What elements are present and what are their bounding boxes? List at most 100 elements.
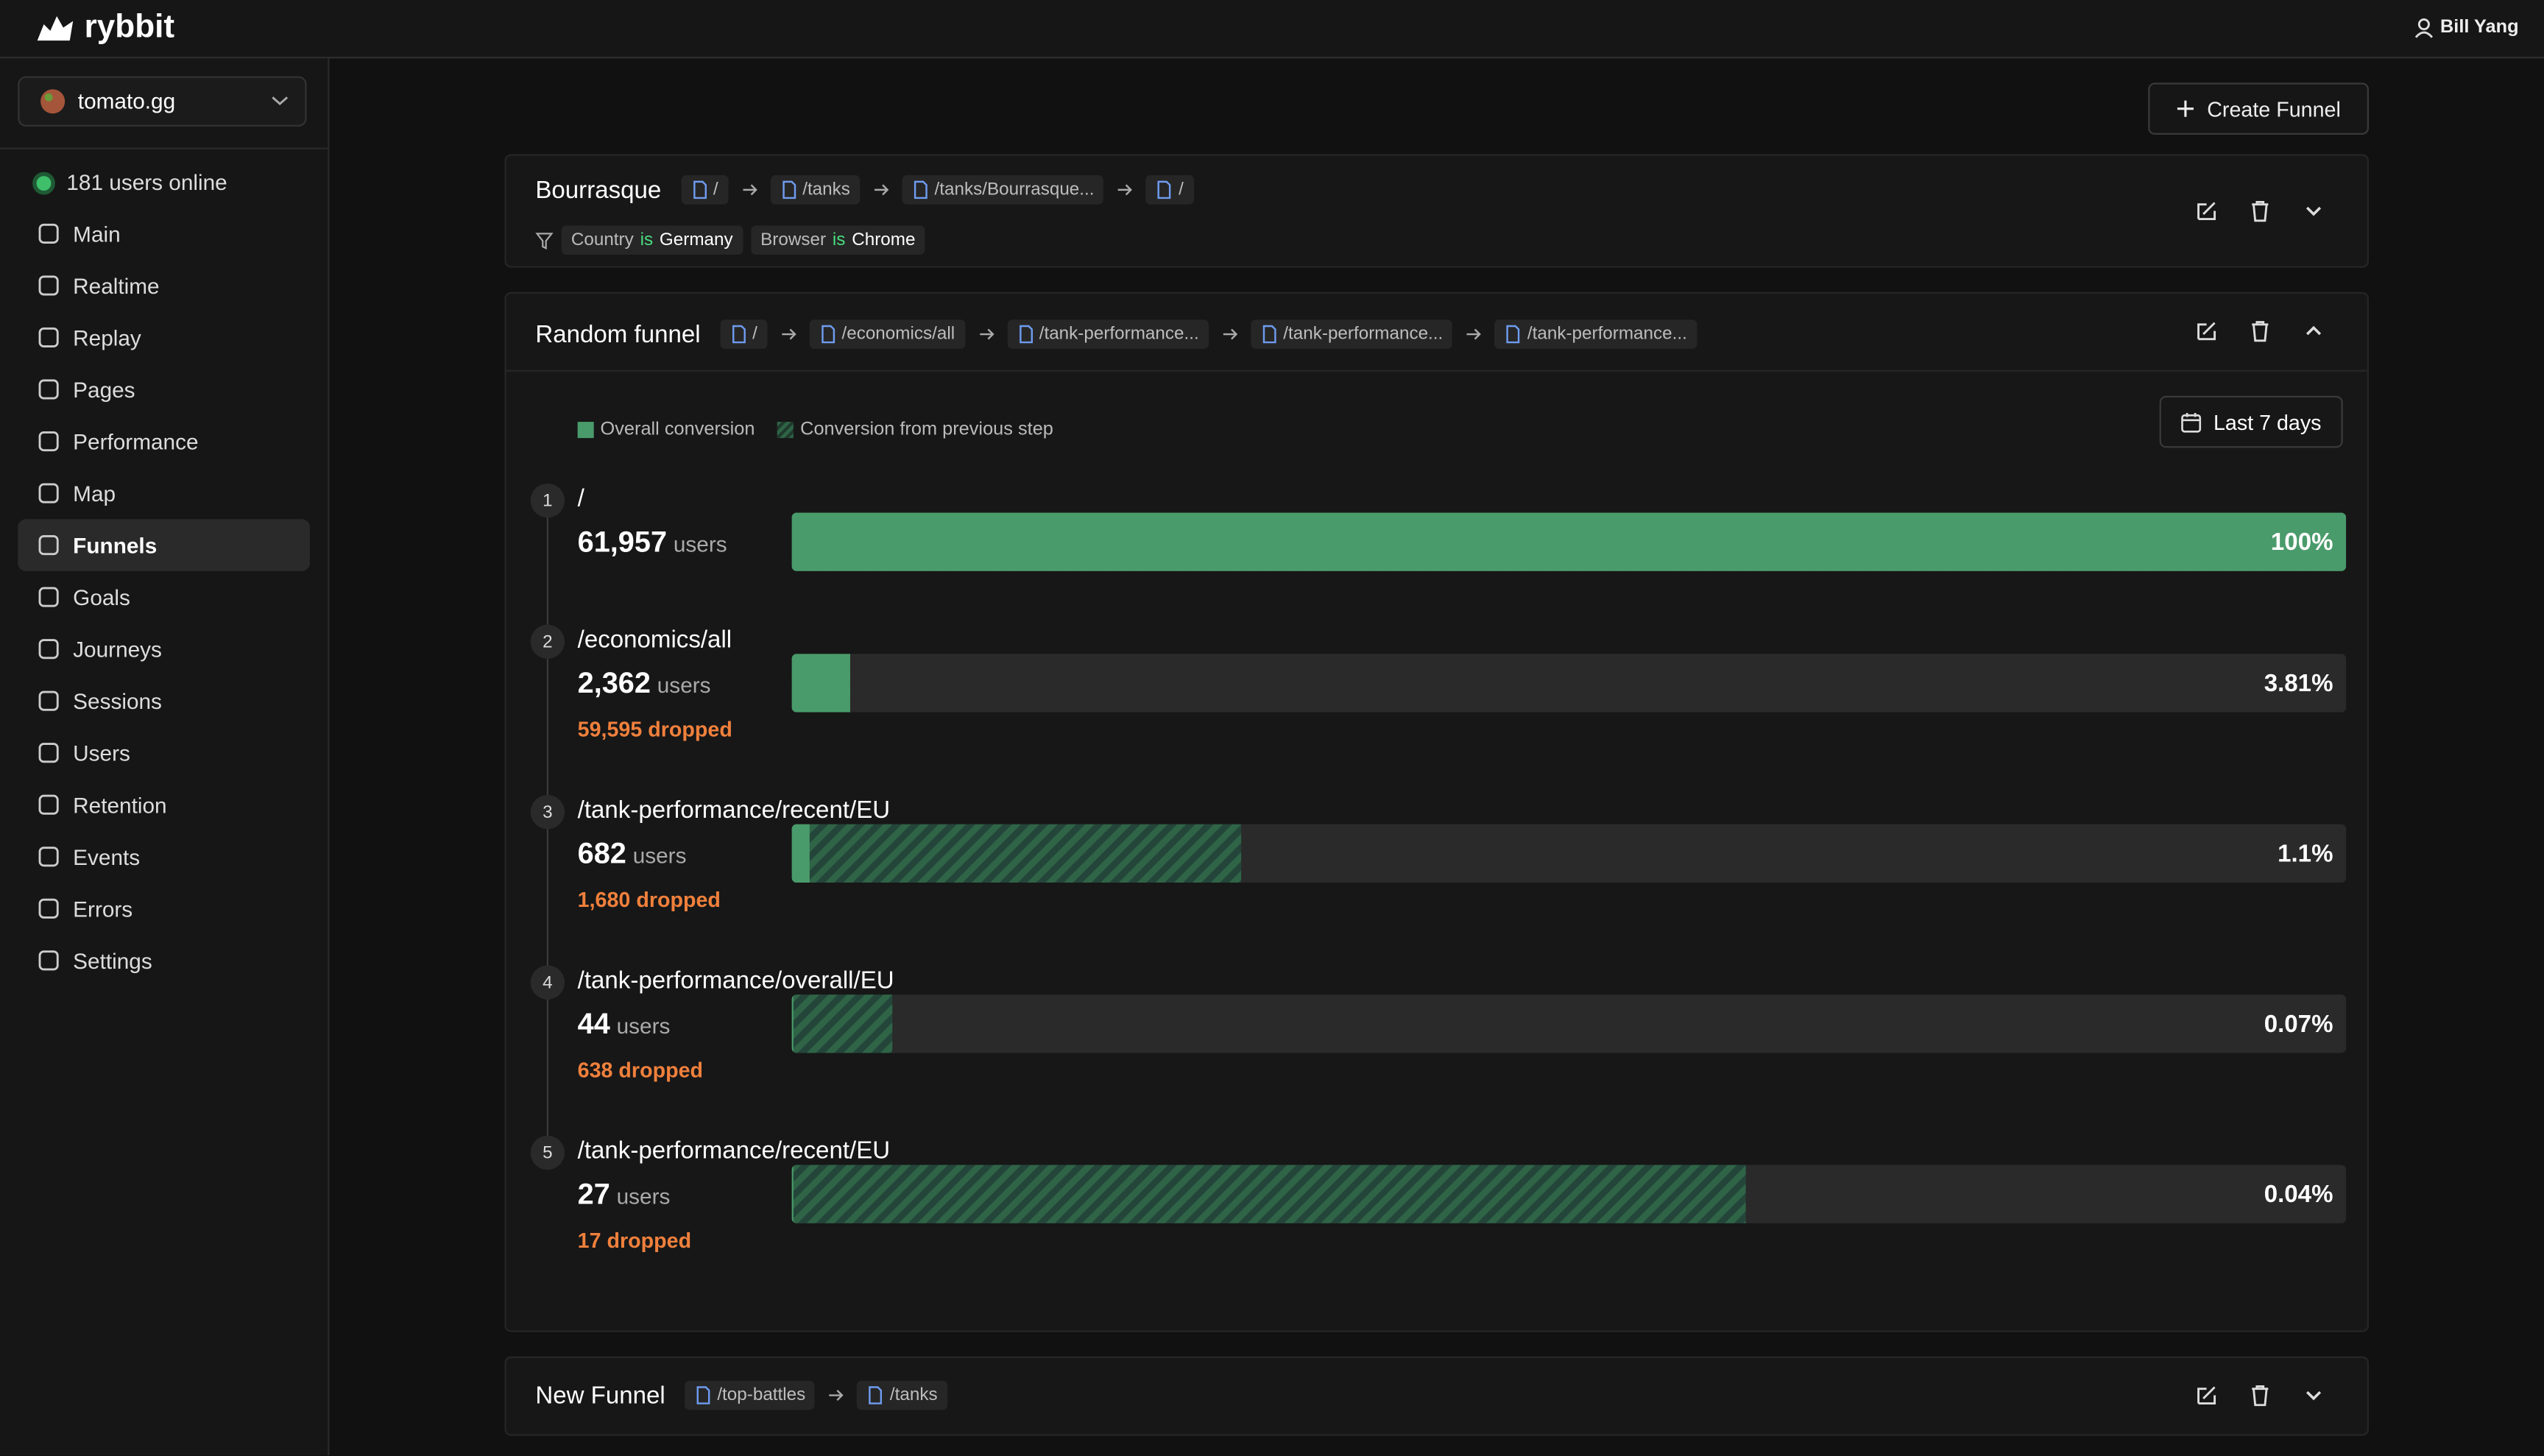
bar-track: 1.1% <box>791 824 2347 883</box>
user-name[interactable]: Bill Yang <box>2439 18 2519 38</box>
online-indicator: 181 users online <box>32 170 227 194</box>
users-unit: users <box>673 531 727 557</box>
funnel-card: Random funnel / /economics/all/tank-perfor… <box>504 291 2369 1332</box>
nav-item[interactable]: Funnels <box>18 519 310 571</box>
step-arrow <box>1223 328 1238 340</box>
edit-icon[interactable] <box>2195 199 2218 222</box>
date-label: Last 7 days <box>2213 409 2322 434</box>
edit-icon[interactable] <box>2195 1384 2218 1407</box>
step-path: / <box>577 485 584 513</box>
bar-overall <box>791 994 794 1053</box>
nav-label: Realtime <box>73 273 160 298</box>
sidebar: tomato.gg 181 users online Main Realtime R… <box>0 58 330 1456</box>
user-icon <box>2414 18 2434 38</box>
toggle-icon[interactable] <box>2303 199 2325 222</box>
create-funnel-button[interactable]: Create Funnel <box>2148 82 2369 135</box>
delete-icon[interactable] <box>2249 1384 2272 1407</box>
nav-item[interactable]: Replay <box>18 311 310 364</box>
edit-icon[interactable] <box>2195 319 2218 342</box>
nav-label: Replay <box>73 325 141 350</box>
funnel-name: New Funnel <box>535 1381 665 1410</box>
delete-icon[interactable] <box>2249 199 2272 222</box>
page-icon <box>869 1386 883 1404</box>
nav-item[interactable]: Users <box>18 727 310 779</box>
nav-item[interactable]: Goals <box>18 571 310 623</box>
page-icon <box>821 325 835 344</box>
nav-item[interactable]: Settings <box>18 935 310 987</box>
filter-field: Country <box>570 230 634 250</box>
legend-label: Conversion from previous step <box>800 420 1053 440</box>
funnel-name: Random funnel <box>535 320 701 348</box>
nav-label: Goals <box>73 584 130 609</box>
date-range[interactable]: Last 7 days <box>2159 395 2343 448</box>
nav-label: Settings <box>73 948 152 973</box>
bar-overall <box>791 654 852 713</box>
users-unit: users <box>632 844 687 869</box>
button-label: Create Funnel <box>2207 96 2341 121</box>
bar-previous <box>791 994 893 1053</box>
step-path: / <box>1179 180 1184 200</box>
nav-icon <box>38 327 59 348</box>
step-arrow <box>874 184 889 196</box>
nav-item[interactable]: Errors <box>18 883 310 935</box>
nav-item[interactable]: Main <box>18 208 310 260</box>
bar-label: 0.07% <box>2264 1011 2333 1039</box>
page-icon <box>914 180 928 199</box>
nav-icon <box>38 587 59 607</box>
delete-icon[interactable] <box>2249 319 2272 342</box>
nav-label: Funnels <box>73 533 158 558</box>
site-selector[interactable]: tomato.gg <box>18 76 307 127</box>
site-icon <box>40 89 66 114</box>
step-path: /tank-performance/recent/EU <box>577 1137 891 1165</box>
nav-item[interactable]: Retention <box>18 779 310 831</box>
step-path: /tanks <box>802 180 850 200</box>
bar-track: 0.07% <box>791 994 2347 1053</box>
funnel-card: New Funnel/top-battles/tanks <box>504 1356 2369 1436</box>
brand[interactable]: rybbit <box>84 10 175 46</box>
filter-icon <box>535 232 554 249</box>
step-pill: / <box>680 175 728 205</box>
bar-overall <box>791 512 2347 571</box>
nav-icon <box>38 431 59 452</box>
toggle-icon[interactable] <box>2303 1384 2325 1407</box>
users-value: 61,957 <box>577 526 668 559</box>
nav-item[interactable]: Sessions <box>18 675 310 727</box>
nav-item[interactable]: Performance <box>18 415 310 467</box>
user-count: 61,957 users <box>578 526 727 559</box>
step-path: /economics/all <box>841 324 955 344</box>
step-arrow <box>830 1390 844 1401</box>
nav-icon <box>38 950 59 971</box>
page-icon <box>696 1386 710 1404</box>
nav-item[interactable]: Map <box>18 467 310 520</box>
nav-item[interactable]: Pages <box>18 364 310 416</box>
site-name: tomato.gg <box>77 89 176 114</box>
step-number: 5 <box>530 1135 565 1170</box>
bar-previous <box>791 824 1241 883</box>
nav-label: Users <box>73 741 130 766</box>
card-actions <box>2195 319 2325 342</box>
filter-chip: Browser is Chrome <box>750 225 925 255</box>
page-icon <box>1019 325 1032 344</box>
toggle-icon[interactable] <box>2303 319 2325 342</box>
card-actions <box>2195 1384 2325 1407</box>
nav-item[interactable]: Events <box>18 830 310 883</box>
step-pill: /top-battles <box>685 1380 816 1410</box>
page-icon <box>1262 325 1276 344</box>
users-value: 2,362 <box>577 666 651 699</box>
nav-label: Main <box>73 221 121 246</box>
nav-icon <box>38 639 59 660</box>
step-arrow <box>979 328 994 340</box>
legend-label: Overall conversion <box>600 420 755 440</box>
legend-item: Conversion from previous step <box>777 420 1053 439</box>
bar-label: 100% <box>2270 529 2333 557</box>
nav-label: Errors <box>73 896 133 921</box>
nav-icon <box>38 847 59 867</box>
nav-label: Retention <box>73 792 167 817</box>
nav-item[interactable]: Realtime <box>18 260 310 312</box>
nav-icon <box>38 483 59 503</box>
card-actions <box>2195 199 2325 222</box>
nav-item[interactable]: Journeys <box>18 623 310 675</box>
step-arrow <box>742 184 757 196</box>
step-pill: /economics/all <box>809 319 965 349</box>
